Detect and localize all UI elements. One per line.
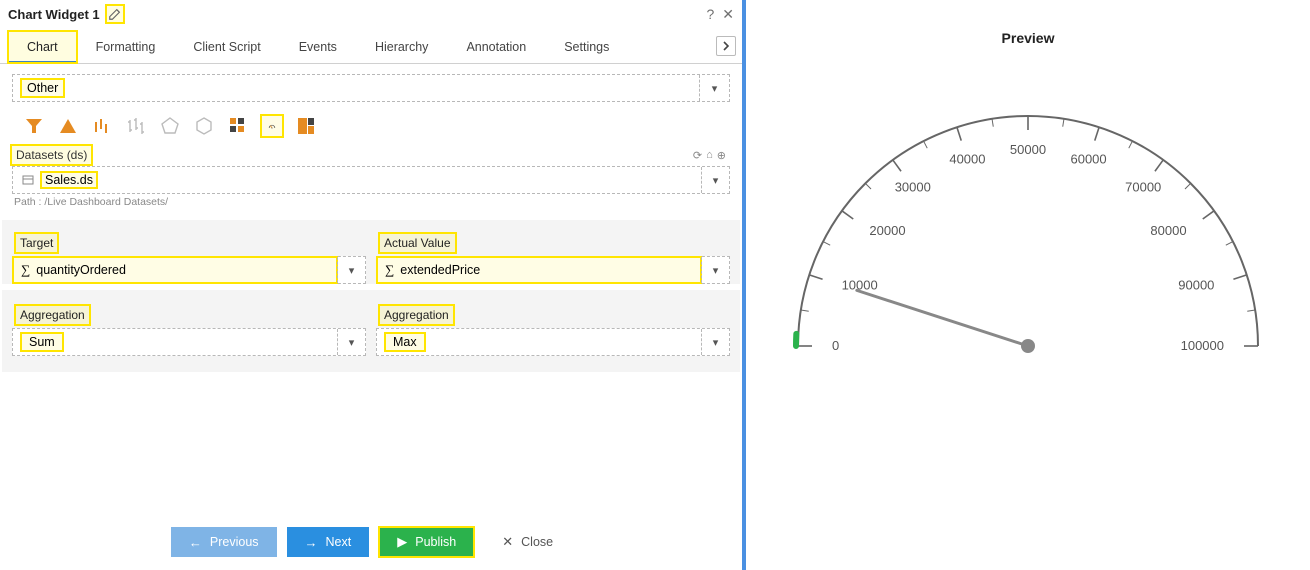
tab-formatting[interactable]: Formatting: [77, 31, 175, 63]
previous-button[interactable]: ← Previous: [171, 527, 277, 557]
candlestick-icon[interactable]: [92, 116, 112, 136]
previous-button-label: Previous: [210, 535, 259, 549]
radar-pentagon-icon[interactable]: [160, 116, 180, 136]
pyramid-icon[interactable]: [58, 116, 78, 136]
svg-text:50000: 50000: [1010, 142, 1046, 157]
datasets-path: Path : /Live Dashboard Datasets/: [0, 194, 742, 214]
tab-scroll-right-icon[interactable]: [716, 36, 736, 56]
radar-hexagon-icon[interactable]: [194, 116, 214, 136]
chevron-down-icon[interactable]: ▾: [699, 75, 729, 101]
actual-value-dropdown[interactable]: ∑ extendedPrice ▾: [376, 256, 730, 284]
svg-text:30000: 30000: [895, 179, 931, 194]
close-icon: ✕: [502, 534, 513, 550]
arrow-right-icon: →: [305, 535, 318, 550]
datasets-label: Datasets (ds): [12, 146, 91, 164]
gauge-chart: 0100002000030000400005000060000700008000…: [768, 86, 1288, 386]
svg-text:60000: 60000: [1070, 152, 1106, 167]
preview-title: Preview: [746, 0, 1310, 56]
close-button-label: Close: [521, 535, 553, 549]
target-label: Target: [16, 234, 57, 252]
edit-title-icon[interactable]: [106, 5, 124, 23]
chevron-down-icon[interactable]: ▾: [337, 329, 365, 355]
chevron-down-icon[interactable]: ▾: [701, 257, 729, 283]
refresh-icon[interactable]: ⟳: [693, 149, 702, 162]
tab-annotation[interactable]: Annotation: [447, 31, 545, 63]
svg-text:70000: 70000: [1125, 179, 1161, 194]
publish-button[interactable]: ▶ Publish: [379, 527, 474, 557]
svg-text:0: 0: [832, 338, 839, 353]
aggregation-right-label: Aggregation: [380, 306, 453, 324]
ohlc-icon[interactable]: [126, 116, 146, 136]
actual-value-value: extendedPrice: [400, 263, 480, 277]
next-button-label: Next: [326, 535, 352, 549]
category-value: Other: [21, 79, 64, 97]
window-title: Chart Widget 1: [8, 7, 100, 22]
svg-text:20000: 20000: [869, 223, 905, 238]
gauge-icon[interactable]: [262, 116, 282, 136]
category-dropdown[interactable]: Other ▾: [12, 74, 730, 102]
sigma-icon: ∑: [385, 262, 394, 278]
tab-hierarchy[interactable]: Hierarchy: [356, 31, 448, 63]
chevron-down-icon[interactable]: ▾: [701, 329, 729, 355]
chart-type-row: [0, 106, 742, 140]
tab-client-script[interactable]: Client Script: [174, 31, 279, 63]
close-button[interactable]: ✕ Close: [484, 527, 571, 557]
tab-settings[interactable]: Settings: [545, 31, 628, 63]
sigma-icon: ∑: [21, 262, 30, 278]
publish-button-label: Publish: [415, 535, 456, 549]
close-window-icon[interactable]: ✕: [722, 6, 734, 23]
help-icon[interactable]: ?: [706, 6, 714, 23]
arrow-left-icon: ←: [189, 535, 202, 550]
aggregation-left-label: Aggregation: [16, 306, 89, 324]
home-icon[interactable]: ⌂: [706, 149, 713, 162]
treemap-icon[interactable]: [296, 116, 316, 136]
add-icon[interactable]: ⊕: [717, 149, 726, 162]
svg-text:90000: 90000: [1178, 277, 1214, 292]
aggregation-left-value: Sum: [21, 333, 63, 351]
aggregation-left-dropdown[interactable]: Sum ▾: [12, 328, 366, 356]
svg-text:80000: 80000: [1150, 223, 1186, 238]
datasets-dropdown[interactable]: Sales.ds ▾: [12, 166, 730, 194]
heatmap-icon[interactable]: [228, 116, 248, 136]
funnel-icon[interactable]: [24, 116, 44, 136]
tab-bar: Chart Formatting Client Script Events Hi…: [0, 30, 742, 64]
chevron-down-icon[interactable]: ▾: [701, 167, 729, 193]
aggregation-right-dropdown[interactable]: Max ▾: [376, 328, 730, 356]
actual-value-label: Actual Value: [380, 234, 455, 252]
svg-text:100000: 100000: [1181, 338, 1224, 353]
dataset-file-icon: [21, 173, 35, 187]
tab-events[interactable]: Events: [280, 31, 356, 63]
tab-chart[interactable]: Chart: [8, 31, 77, 63]
datasets-value: Sales.ds: [41, 172, 97, 188]
play-icon: ▶: [397, 534, 407, 550]
svg-text:40000: 40000: [949, 152, 985, 167]
target-dropdown[interactable]: ∑ quantityOrdered ▾: [12, 256, 366, 284]
aggregation-right-value: Max: [385, 333, 425, 351]
next-button[interactable]: → Next: [287, 527, 370, 557]
target-value: quantityOrdered: [36, 263, 126, 277]
chevron-down-icon[interactable]: ▾: [337, 257, 365, 283]
